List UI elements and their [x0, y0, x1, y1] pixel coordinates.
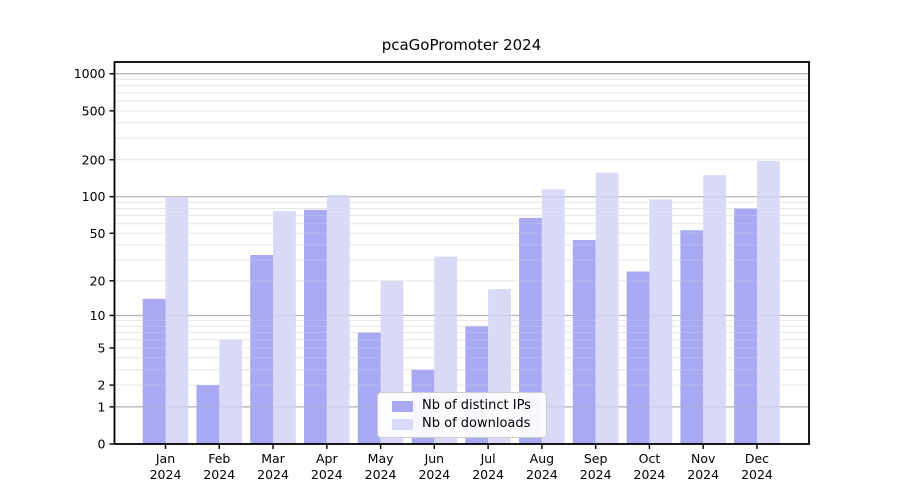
x-tick-month: Aug [530, 451, 554, 466]
y-tick-label: 50 [90, 226, 106, 241]
bar-downloads-nov [703, 175, 726, 444]
x-tick-year: 2024 [741, 467, 773, 482]
x-tick-month: Jun [424, 451, 445, 466]
bar-distinct-ips-sep [572, 239, 596, 444]
legend-label-downloads: Nb of downloads [422, 416, 531, 431]
x-tick-year: 2024 [580, 467, 612, 482]
bar-downloads-oct [649, 199, 673, 444]
legend-swatch-1 [392, 418, 413, 430]
legend-label-distinct-ips: Nb of distinct IPs [422, 398, 531, 413]
y-tick-label: 10 [90, 308, 106, 323]
bar-downloads-sep [595, 172, 619, 444]
y-tick-label: 20 [90, 273, 106, 288]
bar-distinct-ips-mar [250, 255, 274, 444]
bar-downloads-aug [541, 189, 565, 444]
x-tick-year: 2024 [257, 467, 289, 482]
x-tick-year: 2024 [311, 467, 343, 482]
bar-distinct-ips-oct [626, 271, 650, 444]
y-tick-label: 1 [98, 399, 106, 414]
x-tick-month: Mar [261, 451, 285, 466]
x-tick-month: Dec [745, 451, 769, 466]
x-tick-month: Jul [480, 451, 496, 466]
axes-spines [113, 61, 810, 445]
x-tick-year: 2024 [418, 467, 450, 482]
y-tick-label: 1000 [74, 66, 106, 81]
legend: Nb of distinct IPs Nb of downloads [377, 392, 547, 438]
gridlines [114, 73, 809, 408]
x-tick-year: 2024 [365, 467, 397, 482]
bar-distinct-ips-jan [142, 298, 166, 444]
x-tick-year: 2024 [150, 467, 182, 482]
bar-distinct-ips-may [357, 332, 381, 444]
bar-distinct-ips-dec [734, 208, 757, 444]
y-tick-label: 5 [98, 340, 106, 355]
legend-item-distinct-ips: Nb of distinct IPs [378, 399, 546, 413]
x-tick-month: Feb [208, 451, 230, 466]
bar-distinct-ips-nov [680, 230, 704, 444]
y-tick-label: 0 [98, 437, 106, 452]
x-tick-year: 2024 [472, 467, 504, 482]
y-tick-label: 200 [82, 152, 106, 167]
bar-downloads-jan [165, 196, 189, 444]
legend-swatch-0 [392, 400, 413, 412]
bar-distinct-ips-apr [304, 209, 327, 444]
bar-distinct-ips-feb [196, 385, 220, 444]
legend-item-downloads: Nb of downloads [378, 417, 546, 431]
x-tick-month: May [368, 451, 394, 466]
x-tick-year: 2024 [526, 467, 558, 482]
y-tick-label: 100 [82, 189, 106, 204]
bar-distinct-ips-aug [519, 217, 542, 444]
x-tick-year: 2024 [634, 467, 666, 482]
x-tick-year: 2024 [687, 467, 719, 482]
y-tick-label: 2 [98, 378, 106, 393]
chart-title: pcaGoPromoter 2024 [381, 36, 542, 54]
x-tick-month: Oct [639, 451, 661, 466]
x-tick-month: Nov [691, 451, 716, 466]
bar-downloads-dec [756, 161, 780, 444]
x-tick-year: 2024 [203, 467, 235, 482]
bar-downloads-feb [219, 339, 243, 444]
x-tick-month: Apr [316, 451, 338, 466]
bar-downloads-mar [273, 211, 296, 444]
bar-downloads-apr [326, 195, 350, 444]
x-tick-month: Jan [155, 451, 175, 466]
y-tick-label: 500 [82, 103, 106, 118]
x-tick-month: Sep [584, 451, 608, 466]
